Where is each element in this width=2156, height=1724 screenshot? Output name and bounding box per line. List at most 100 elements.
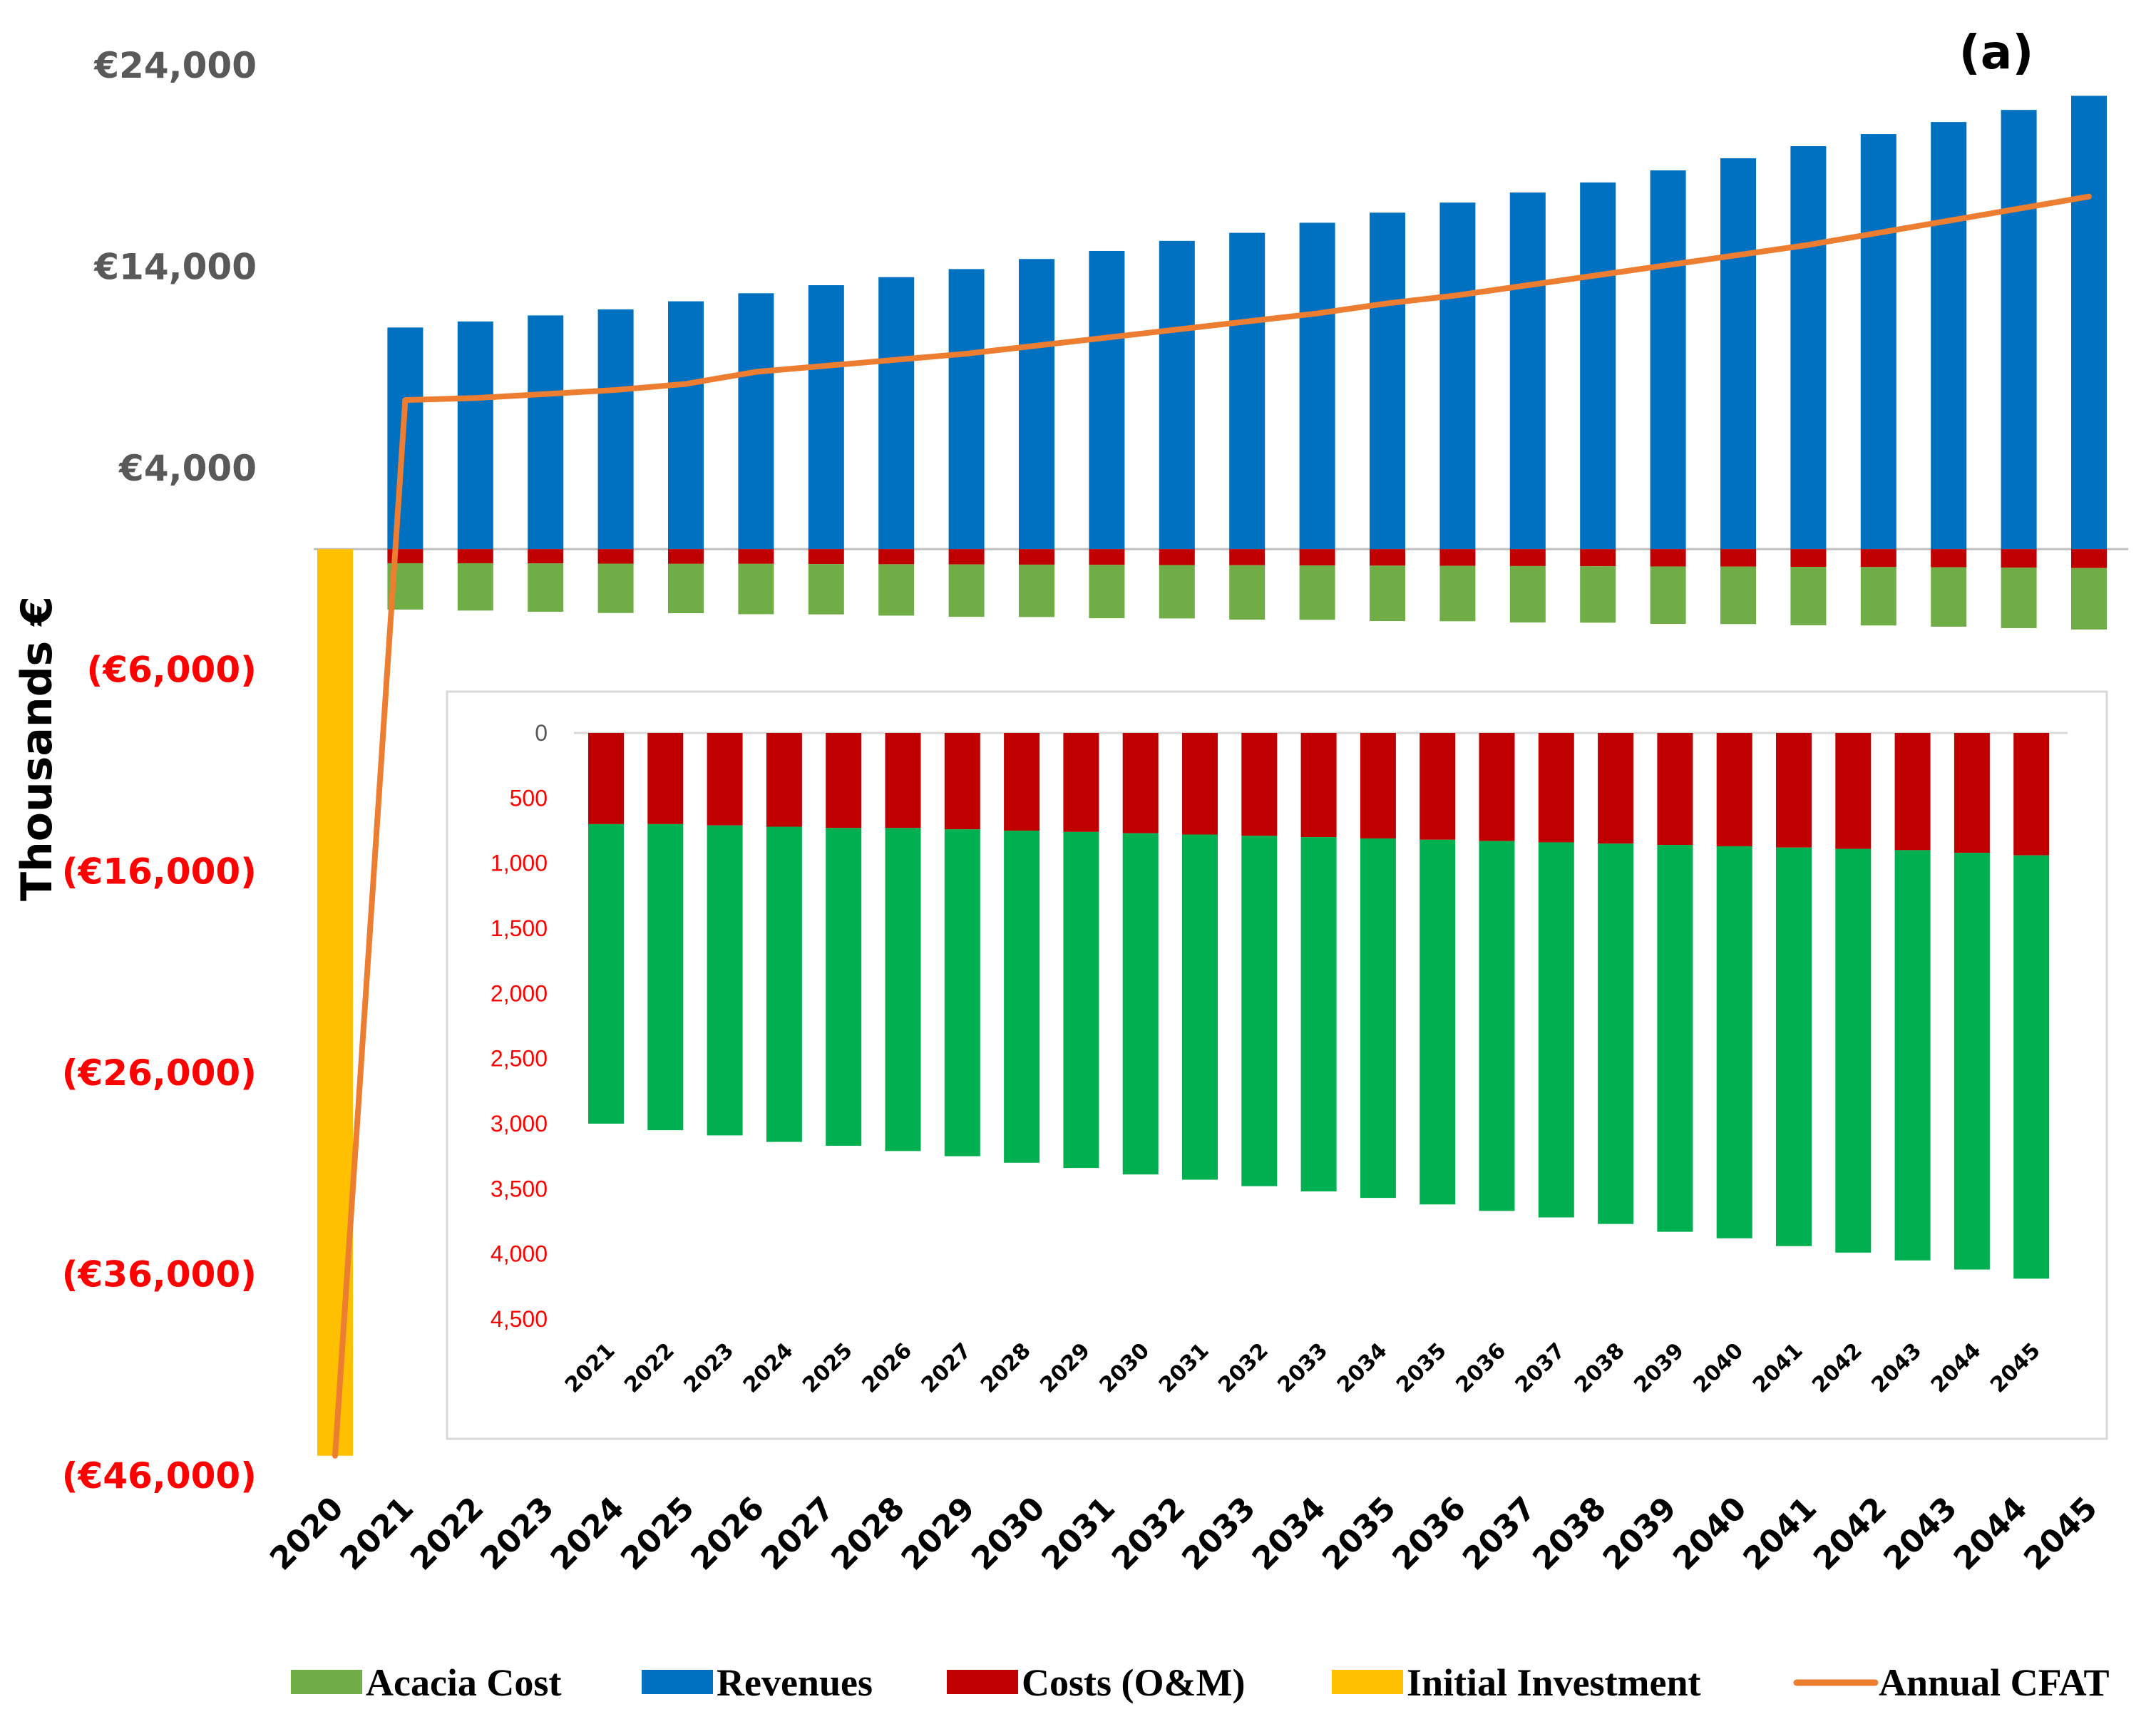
legend: Acacia Cost Revenues Costs (O&M) Initial In… xyxy=(291,1661,2110,1704)
legend-item-om-costs: Costs (O&M) xyxy=(1022,1661,1245,1704)
inset-om-cost-bar xyxy=(707,733,743,826)
acacia-cost-bar xyxy=(1650,566,1686,625)
inset-om-cost-bar xyxy=(1479,733,1515,841)
inset-acacia-cost-bar xyxy=(1538,842,1574,1218)
legend-swatch xyxy=(291,1670,362,1694)
acacia-cost-bar xyxy=(878,564,915,616)
inset-acacia-cost-bar xyxy=(647,823,684,1131)
inset-y-tick-label: 1,500 xyxy=(491,915,548,941)
acacia-cost-bar xyxy=(2001,568,2037,628)
inset-acacia-cost-bar xyxy=(766,826,802,1142)
inset-om-cost-bar xyxy=(588,733,624,824)
acacia-cost-bar xyxy=(1229,565,1266,620)
inset-y-tick-label: 1,000 xyxy=(491,851,548,876)
inset-om-cost-bar xyxy=(1835,733,1872,849)
revenue-bar xyxy=(1229,232,1266,550)
inset-om-cost-bar xyxy=(1241,733,1278,836)
y-tick-label: (€16,000) xyxy=(62,851,257,892)
y-tick-label: €14,000 xyxy=(93,247,257,288)
legend-swatch xyxy=(947,1670,1018,1694)
inset-om-cost-bar xyxy=(766,733,802,827)
inset-acacia-cost-bar xyxy=(885,828,921,1151)
om-cost-bar xyxy=(1089,549,1125,565)
acacia-cost-bar xyxy=(808,564,844,615)
inset-acacia-cost-bar xyxy=(707,825,743,1136)
acacia-cost-bar xyxy=(2071,568,2107,630)
acacia-cost-bar xyxy=(1720,566,1756,625)
om-cost-bar xyxy=(1019,549,1054,565)
inset-om-cost-bar xyxy=(1063,733,1099,832)
inset-om-cost-bar xyxy=(944,733,980,830)
revenue-bar xyxy=(1509,193,1546,550)
inset-acacia-cost-bar xyxy=(588,823,624,1124)
acacia-cost-bar xyxy=(948,564,985,617)
om-cost-bar xyxy=(1370,549,1405,566)
revenue-bar xyxy=(1650,170,1686,550)
inset-acacia-cost-bar xyxy=(1122,833,1159,1175)
inset-y-tick-label: 500 xyxy=(510,785,548,811)
revenue-bar xyxy=(1860,134,1896,550)
y-tick-label: (€46,000) xyxy=(62,1455,257,1497)
inset-acacia-cost-bar xyxy=(1657,845,1693,1232)
revenue-bar xyxy=(2001,110,2037,550)
inset-acacia-cost-bar xyxy=(944,829,980,1156)
om-cost-bar xyxy=(1509,549,1546,566)
inset-om-cost-bar xyxy=(1894,733,1931,851)
revenue-bar xyxy=(1019,259,1054,550)
inset-acacia-cost-bar xyxy=(1835,848,1872,1253)
inset-acacia-cost-bar xyxy=(1479,841,1515,1211)
y-axis-label: Thousands € xyxy=(12,596,62,901)
om-cost-bar xyxy=(1439,549,1476,566)
revenue-bar xyxy=(2071,96,2107,550)
revenue-bar xyxy=(948,269,985,550)
revenue-bar xyxy=(1439,202,1476,550)
annual-cfat-line xyxy=(332,193,2092,1459)
inset-om-cost-bar xyxy=(1420,733,1456,840)
acacia-cost-bar xyxy=(1509,565,1546,623)
inset-om-cost-bar xyxy=(1657,733,1693,846)
inset-om-cost-bar xyxy=(1716,733,1752,846)
om-cost-bar xyxy=(1720,549,1756,567)
acacia-cost-bar xyxy=(1370,565,1405,622)
initial-investment-bar xyxy=(317,549,353,1456)
om-cost-bar xyxy=(1650,549,1686,567)
inset-acacia-cost-bar xyxy=(1776,847,1812,1246)
y-tick-label: (€36,000) xyxy=(62,1253,257,1295)
legend-item-annual-cfat: Annual CFAT xyxy=(1879,1661,2110,1704)
inset-om-cost-bar xyxy=(1182,733,1218,835)
inset-acacia-cost-bar xyxy=(1360,838,1396,1199)
revenue-bar xyxy=(1089,250,1125,550)
inset-om-cost-bar xyxy=(1598,733,1634,844)
inset-om-cost-bar xyxy=(1360,733,1396,838)
inset-y-tick-label: 4,500 xyxy=(491,1306,548,1332)
om-cost-bar xyxy=(2001,549,2037,568)
inset-om-cost-bar xyxy=(826,733,862,828)
revenue-bar xyxy=(1720,158,1756,550)
inset-acacia-cost-bar xyxy=(1954,853,1990,1270)
acacia-cost-bar xyxy=(1580,566,1616,623)
legend-swatch xyxy=(1332,1670,1403,1694)
legend-item-initial-investment: Initial Investment xyxy=(1407,1661,1701,1704)
inset-acacia-cost-bar xyxy=(1063,831,1099,1169)
revenue-bar xyxy=(1790,146,1827,550)
inset-acacia-cost-bar xyxy=(1716,846,1752,1238)
om-cost-bar xyxy=(1229,549,1266,565)
acacia-cost-bar xyxy=(1019,564,1054,617)
om-cost-bar xyxy=(1299,549,1335,566)
om-cost-bar xyxy=(878,549,915,565)
inset-acacia-cost-bar xyxy=(1300,837,1337,1191)
om-cost-bar xyxy=(1860,549,1896,568)
inset-om-cost-bar xyxy=(885,733,921,828)
legend-item-acacia-cost: Acacia Cost xyxy=(366,1661,561,1704)
revenue-bar xyxy=(1299,222,1335,550)
y-tick-label: €4,000 xyxy=(118,448,257,489)
inset-y-tick-label: 3,000 xyxy=(491,1111,548,1136)
inset-om-cost-bar xyxy=(1954,733,1990,853)
revenue-bar xyxy=(1580,182,1616,550)
om-cost-bar xyxy=(1931,549,1967,568)
acacia-cost-bar xyxy=(1299,565,1335,620)
om-cost-bar xyxy=(457,549,493,563)
acacia-cost-bar xyxy=(668,563,704,614)
